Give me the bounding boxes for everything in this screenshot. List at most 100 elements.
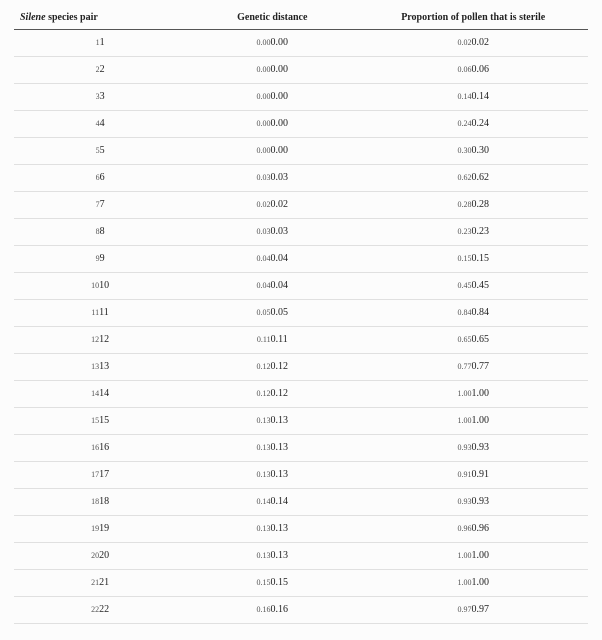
cell-value: 0.03 — [271, 226, 289, 237]
cell-value-small: 0.45 — [457, 281, 471, 290]
cell-pair: 1010 — [14, 273, 186, 300]
table-row: 13130.120.120.770.77 — [14, 354, 588, 381]
cell-proportion: 0.230.23 — [358, 219, 588, 246]
data-table: Silene species pair Genetic distance Pro… — [14, 8, 588, 624]
cell-pair: 1414 — [14, 381, 186, 408]
cell-distance: 0.140.14 — [186, 489, 358, 516]
cell-value: 0.13 — [271, 415, 289, 426]
table-row: 11110.050.050.840.84 — [14, 300, 588, 327]
cell-value: 8 — [100, 226, 105, 237]
cell-proportion: 0.770.77 — [358, 354, 588, 381]
cell-pair: 77 — [14, 192, 186, 219]
cell-proportion: 0.060.06 — [358, 57, 588, 84]
cell-value-small: 0.65 — [457, 335, 471, 344]
table-row: 15150.130.131.001.00 — [14, 408, 588, 435]
cell-proportion: 0.910.91 — [358, 462, 588, 489]
cell-value: 1.00 — [471, 415, 489, 426]
cell-value: 0.91 — [471, 469, 489, 480]
cell-value-small: 0.93 — [457, 497, 471, 506]
cell-distance: 0.000.00 — [186, 84, 358, 111]
cell-value: 0.23 — [471, 226, 489, 237]
cell-pair: 99 — [14, 246, 186, 273]
cell-value-small: 1.00 — [457, 416, 471, 425]
cell-value-small: 0.15 — [457, 254, 471, 263]
header-row: Silene species pair Genetic distance Pro… — [14, 8, 588, 30]
table-row: 770.020.020.280.28 — [14, 192, 588, 219]
table-row: 880.030.030.230.23 — [14, 219, 588, 246]
cell-value-small: 1.00 — [457, 389, 471, 398]
cell-value-small: 1.00 — [457, 551, 471, 560]
cell-pair: 1919 — [14, 516, 186, 543]
cell-distance: 0.160.16 — [186, 597, 358, 624]
cell-proportion: 0.140.14 — [358, 84, 588, 111]
cell-value: 0.97 — [471, 604, 489, 615]
cell-value: 0.12 — [271, 388, 289, 399]
cell-proportion: 1.001.00 — [358, 408, 588, 435]
cell-value: 0.15 — [271, 577, 289, 588]
table-row: 660.030.030.620.62 — [14, 165, 588, 192]
cell-value-small: 0.28 — [457, 200, 471, 209]
cell-value: 1.00 — [471, 550, 489, 561]
cell-value: 0.02 — [471, 37, 489, 48]
cell-distance: 0.130.13 — [186, 462, 358, 489]
cell-proportion: 0.300.30 — [358, 138, 588, 165]
cell-proportion: 0.280.28 — [358, 192, 588, 219]
cell-value-small: 0.77 — [457, 362, 471, 371]
cell-value: 0.45 — [471, 280, 489, 291]
cell-value: 0.13 — [271, 442, 289, 453]
cell-value: 0.05 — [271, 307, 289, 318]
cell-value: 3 — [100, 91, 105, 102]
cell-distance: 0.000.00 — [186, 30, 358, 57]
cell-proportion: 0.650.65 — [358, 327, 588, 354]
cell-distance: 0.120.12 — [186, 354, 358, 381]
cell-value: 0.02 — [271, 199, 289, 210]
cell-value: 10 — [99, 280, 109, 291]
cell-proportion: 1.001.00 — [358, 543, 588, 570]
cell-value: 11 — [99, 307, 109, 318]
cell-proportion: 1.001.00 — [358, 570, 588, 597]
cell-proportion: 0.020.02 — [358, 30, 588, 57]
cell-distance: 0.110.11 — [186, 327, 358, 354]
cell-distance: 0.130.13 — [186, 543, 358, 570]
cell-value-small: 0.12 — [257, 389, 271, 398]
cell-value-small: 0.00 — [257, 38, 271, 47]
cell-value-small: 0.14 — [457, 92, 471, 101]
cell-distance: 0.000.00 — [186, 138, 358, 165]
table-row: 10100.040.040.450.45 — [14, 273, 588, 300]
cell-distance: 0.040.04 — [186, 273, 358, 300]
cell-value: 12 — [99, 334, 109, 345]
cell-value: 0.00 — [271, 118, 289, 129]
cell-distance: 0.030.03 — [186, 165, 358, 192]
cell-value: 0.93 — [471, 496, 489, 507]
cell-pair: 2222 — [14, 597, 186, 624]
cell-value: 0.13 — [271, 550, 289, 561]
cell-distance: 0.130.13 — [186, 516, 358, 543]
cell-proportion: 1.001.00 — [358, 381, 588, 408]
cell-value: 0.28 — [471, 199, 489, 210]
cell-value: 0.13 — [271, 523, 289, 534]
cell-proportion: 0.450.45 — [358, 273, 588, 300]
cell-value: 7 — [100, 199, 105, 210]
cell-value: 20 — [99, 550, 109, 561]
cell-value-small: 0.14 — [257, 497, 271, 506]
cell-value: 0.24 — [471, 118, 489, 129]
cell-value-small: 18 — [91, 497, 99, 506]
cell-value-small: 0.16 — [257, 605, 271, 614]
cell-value: 1.00 — [471, 577, 489, 588]
cell-pair: 1616 — [14, 435, 186, 462]
cell-value-small: 0.23 — [457, 227, 471, 236]
cell-value-small: 0.05 — [257, 308, 271, 317]
cell-pair: 1111 — [14, 300, 186, 327]
cell-proportion: 0.240.24 — [358, 111, 588, 138]
header-col-3: Proportion of pollen that is sterile — [358, 8, 588, 30]
cell-value-small: 0.15 — [257, 578, 271, 587]
cell-value: 1.00 — [471, 388, 489, 399]
cell-value-small: 21 — [91, 578, 99, 587]
cell-value: 2 — [100, 64, 105, 75]
cell-value: 19 — [99, 523, 109, 534]
cell-distance: 0.120.12 — [186, 381, 358, 408]
cell-proportion: 0.620.62 — [358, 165, 588, 192]
cell-distance: 0.040.04 — [186, 246, 358, 273]
cell-value-small: 0.00 — [257, 146, 271, 155]
cell-distance: 0.020.02 — [186, 192, 358, 219]
